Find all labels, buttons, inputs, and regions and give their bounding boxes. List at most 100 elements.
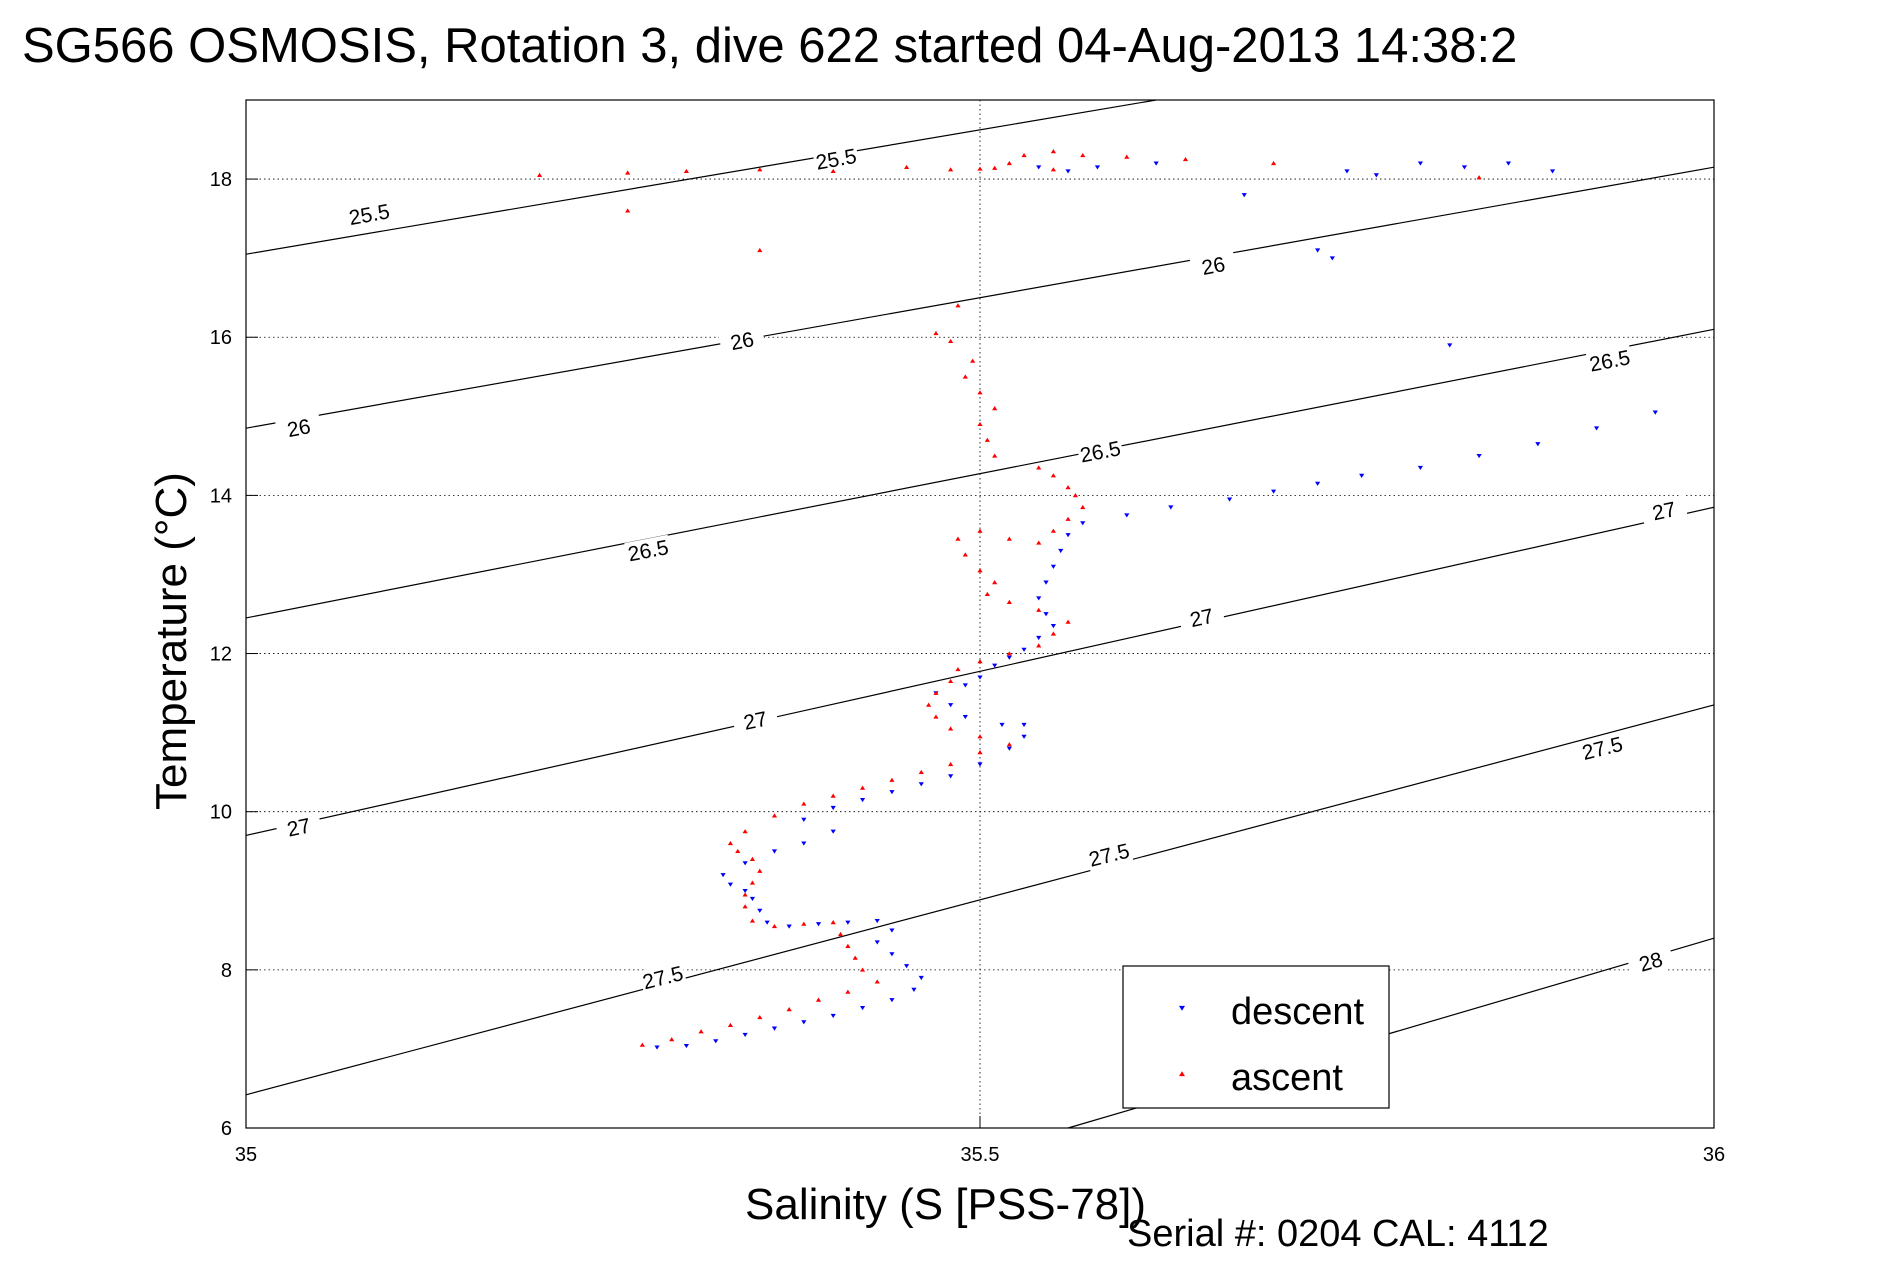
ascent-point: [984, 591, 990, 597]
ascent-point: [815, 997, 822, 1002]
descent-point: [1043, 612, 1049, 617]
descent-point: [1652, 410, 1658, 415]
ascent-point: [955, 667, 961, 672]
ascent-point: [1271, 160, 1277, 166]
contour-label: 26: [1200, 253, 1227, 280]
descent-point: [1315, 248, 1321, 253]
ascent-point: [1065, 619, 1071, 624]
ascent-point: [1065, 485, 1071, 490]
descent-point: [845, 920, 851, 925]
descent-point: [1344, 169, 1350, 174]
descent-point: [742, 861, 748, 866]
ascent-point: [977, 659, 983, 664]
descent-point: [1447, 343, 1453, 348]
descent-point: [918, 975, 924, 981]
contour-label: 27: [1188, 605, 1216, 632]
ascent-point: [1182, 156, 1189, 162]
ascent-point: [918, 769, 924, 774]
ascent-point: [962, 552, 968, 557]
contour-label: 27.5: [640, 962, 685, 994]
descent-point: [830, 805, 836, 811]
contour-line-25.5: [245, 99, 1157, 255]
ascent-point: [830, 920, 836, 925]
descent-point: [889, 928, 895, 933]
ascent-point: [1036, 607, 1042, 612]
ascent-point: [1050, 631, 1056, 636]
ascent-point: [977, 421, 983, 427]
descent-point: [1036, 165, 1042, 170]
contour-label: 27.5: [1087, 840, 1132, 872]
descent-point: [874, 940, 880, 945]
descent-point: [1359, 473, 1365, 478]
serial-cal-footer: Serial #: 0204 CAL: 4112: [1127, 1213, 1549, 1255]
descent-point: [1329, 256, 1335, 261]
descent-point: [1094, 165, 1101, 170]
ascent-point: [1006, 160, 1012, 166]
ascent-point: [837, 931, 844, 937]
ascent-point: [948, 167, 954, 172]
descent-point: [1168, 505, 1174, 510]
descent-point: [1226, 497, 1233, 502]
ascent-point: [1050, 473, 1056, 478]
ascent-point: [757, 167, 763, 172]
y-tick-label: 8: [221, 960, 232, 982]
ascent-point: [977, 528, 983, 533]
ascent-point: [845, 943, 851, 948]
ascent-point: [1050, 167, 1056, 172]
density-contours: 25.5 25.5 26 26 26 26.5 26.5 26.5 27 27 27 27 27.5 27…: [245, 99, 1715, 1129]
descent-point: [1065, 169, 1071, 174]
descent-point: [801, 817, 807, 822]
descent-point: [904, 964, 910, 969]
descent-point: [874, 918, 880, 924]
legend-label-ascent: ascent: [1231, 1057, 1343, 1099]
ascent-point: [948, 761, 954, 767]
descent-point: [830, 829, 836, 834]
ascent-point: [948, 678, 954, 684]
ascent-point: [933, 330, 939, 336]
contour-label: 26: [285, 415, 312, 442]
ascent-point: [757, 247, 763, 253]
descent-point: [654, 1045, 660, 1050]
descent-point: [1535, 442, 1541, 447]
ascent-point: [1072, 493, 1079, 498]
ascent-point: [1476, 175, 1482, 180]
ascent-point: [1036, 465, 1042, 470]
descent-point: [977, 675, 983, 680]
descent-point: [1080, 521, 1086, 526]
descent-point: [771, 1026, 778, 1031]
descent-point: [1036, 596, 1042, 601]
contour-line-27.5: [245, 704, 1715, 1096]
ascent-point: [977, 390, 983, 395]
ascent-point: [977, 734, 983, 739]
descent-point: [859, 798, 866, 803]
ascent-point: [749, 856, 756, 861]
ascent-point: [1050, 528, 1056, 533]
contour-label-bg: [1076, 435, 1125, 468]
contour-label-bg: [1585, 344, 1634, 377]
ascent-point: [1006, 599, 1012, 604]
descent-point: [1050, 624, 1056, 629]
ascent-point: [845, 989, 851, 994]
ascent-point: [625, 170, 631, 175]
descent-point: [1050, 564, 1056, 569]
ascent-point: [537, 172, 543, 177]
ascent-point: [874, 979, 880, 984]
legend-marker-ascent: [1179, 1071, 1185, 1077]
descent-point: [999, 722, 1005, 728]
descent-point: [786, 924, 792, 929]
descent-point: [1271, 489, 1277, 494]
descent-point: [1549, 169, 1556, 174]
ascent-series: [537, 149, 1482, 1047]
descent-point: [1058, 548, 1064, 554]
descent-point: [1505, 161, 1512, 166]
ascent-point: [801, 921, 807, 926]
ascent-point: [859, 785, 866, 790]
descent-point: [749, 896, 756, 902]
descent-point: [1021, 722, 1027, 728]
ascent-point: [992, 165, 998, 170]
ascent-point: [830, 168, 836, 173]
ascent-point: [786, 1007, 792, 1012]
ascent-point: [1036, 540, 1042, 545]
ascent-point: [977, 166, 983, 171]
